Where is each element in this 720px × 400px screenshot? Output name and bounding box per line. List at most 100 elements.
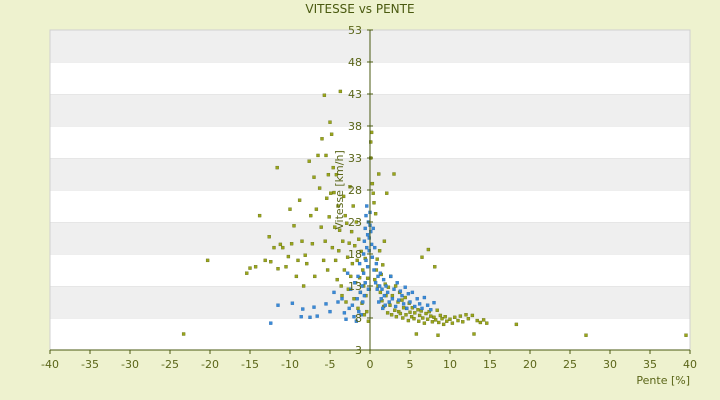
data-point-series-1: [352, 297, 356, 301]
data-point-series-1: [458, 314, 463, 318]
data-point-series-1: [404, 313, 408, 317]
data-point-series-2: [354, 319, 359, 323]
data-point-series-2: [312, 305, 316, 309]
data-point-series-1: [309, 213, 313, 218]
data-point-series-2: [381, 306, 385, 311]
data-point-series-1: [322, 93, 327, 97]
data-point-series-2: [393, 304, 398, 309]
data-point-series-1: [514, 322, 519, 327]
data-point-series-2: [379, 297, 383, 301]
data-point-series-1: [403, 295, 407, 300]
data-point-series-2: [324, 302, 328, 306]
data-point-series-1: [370, 181, 375, 186]
data-point-series-2: [369, 242, 374, 247]
data-point-series-2: [381, 277, 386, 282]
y-tick-label: 23: [348, 216, 362, 229]
data-point-series-1: [361, 268, 365, 272]
data-point-series-1: [245, 271, 249, 275]
data-point-series-1: [337, 228, 342, 232]
data-point-series-1: [347, 241, 351, 245]
data-point-series-1: [475, 318, 479, 323]
data-point-series-2: [301, 307, 305, 311]
data-point-series-2: [377, 284, 382, 288]
data-point-series-1: [332, 190, 336, 195]
data-point-series-1: [481, 318, 486, 322]
data-point-series-2: [385, 290, 390, 295]
data-point-series-1: [426, 247, 431, 252]
data-point-series-1: [453, 315, 457, 320]
x-tick-label: -40: [41, 358, 59, 371]
data-point-series-2: [299, 315, 303, 319]
y-tick-label: 8: [355, 312, 362, 325]
data-point-series-2: [357, 309, 361, 314]
data-point-series-1: [409, 315, 414, 319]
data-point-series-1: [392, 172, 396, 176]
data-point-series-1: [424, 311, 428, 316]
x-tick-label: -30: [121, 358, 139, 371]
data-point-series-2: [422, 295, 427, 300]
data-point-series-1: [292, 224, 296, 228]
data-point-series-1: [181, 332, 186, 336]
data-point-series-1: [305, 261, 309, 266]
x-tick-label: 20: [523, 358, 537, 371]
data-point-series-1: [394, 315, 399, 319]
data-point-series-2: [315, 314, 319, 318]
data-point-series-2: [400, 293, 404, 298]
data-point-series-1: [377, 249, 382, 253]
data-point-series-2: [365, 233, 370, 237]
data-point-series-1: [373, 212, 378, 216]
data-point-series-1: [450, 321, 455, 325]
data-point-series-2: [370, 255, 375, 259]
data-point-series-1: [456, 318, 460, 323]
data-point-series-2: [389, 274, 393, 279]
data-point-series-2: [372, 268, 376, 272]
y-tick-label: 18: [348, 248, 362, 261]
x-tick-label: -15: [241, 358, 259, 371]
data-point-series-2: [350, 303, 355, 307]
data-point-series-1: [284, 265, 288, 269]
data-point-series-1: [336, 204, 340, 208]
data-point-series-2: [377, 300, 381, 304]
data-point-series-2: [408, 300, 412, 304]
data-point-series-2: [395, 281, 399, 285]
data-point-series-1: [429, 314, 433, 318]
data-point-series-1: [393, 284, 398, 288]
x-tick-label: -20: [201, 358, 219, 371]
data-point-series-1: [388, 303, 392, 307]
data-point-series-1: [333, 225, 337, 229]
data-point-series-2: [347, 306, 351, 311]
y-tick-label: 48: [348, 56, 362, 69]
data-point-series-2: [269, 321, 273, 325]
data-point-series-2: [365, 204, 369, 208]
data-point-series-1: [330, 245, 335, 250]
data-point-series-2: [364, 213, 368, 218]
data-point-series-1: [353, 244, 357, 248]
data-point-series-1: [684, 333, 688, 337]
data-point-series-1: [422, 321, 427, 325]
data-point-series-1: [356, 306, 360, 311]
data-point-series-2: [356, 274, 360, 279]
data-point-series-2: [387, 300, 391, 304]
data-point-series-1: [257, 213, 262, 218]
data-point-series-1: [372, 201, 376, 205]
data-point-series-2: [417, 302, 422, 306]
x-tick-label: -35: [81, 358, 99, 371]
data-point-series-1: [276, 267, 280, 271]
data-point-series-1: [342, 268, 347, 272]
data-point-series-2: [308, 315, 312, 320]
data-point-series-1: [436, 333, 440, 337]
x-tick-label: 5: [407, 358, 414, 371]
data-point-series-1: [445, 319, 449, 323]
x-tick-label: 0: [367, 358, 374, 371]
data-point-series-1: [375, 257, 379, 261]
data-point-series-1: [359, 249, 363, 254]
data-point-series-2: [398, 289, 403, 293]
data-point-series-1: [314, 207, 319, 211]
data-point-series-1: [341, 194, 346, 199]
data-point-series-1: [320, 137, 324, 141]
data-point-series-1: [301, 284, 306, 288]
data-point-series-1: [381, 263, 385, 267]
data-point-series-1: [408, 310, 412, 314]
data-point-series-1: [365, 276, 370, 280]
data-point-series-2: [405, 306, 409, 311]
